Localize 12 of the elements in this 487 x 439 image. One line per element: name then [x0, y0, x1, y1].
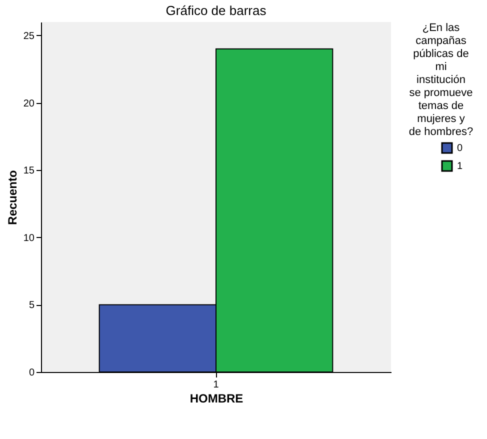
- y-tick-label: 10: [23, 232, 35, 244]
- chart-title: Gráfico de barras: [166, 3, 267, 18]
- y-tick-label: 0: [28, 368, 35, 378]
- text: ¿En las campañas públicas de mi institución se promueve temas de mujeres y de hombres?: [408, 22, 474, 138]
- legend-label: 1: [457, 161, 463, 172]
- x-axis-title: HOMBRE: [190, 392, 244, 406]
- legend-label: 0: [457, 143, 463, 154]
- y-tick-label: 15: [23, 166, 35, 177]
- y-tick-label: 25: [23, 30, 35, 42]
- y-tick-label: 20: [23, 98, 35, 110]
- y-tick-label: 5: [28, 300, 35, 312]
- y-axis-title: Recuento: [5, 170, 20, 225]
